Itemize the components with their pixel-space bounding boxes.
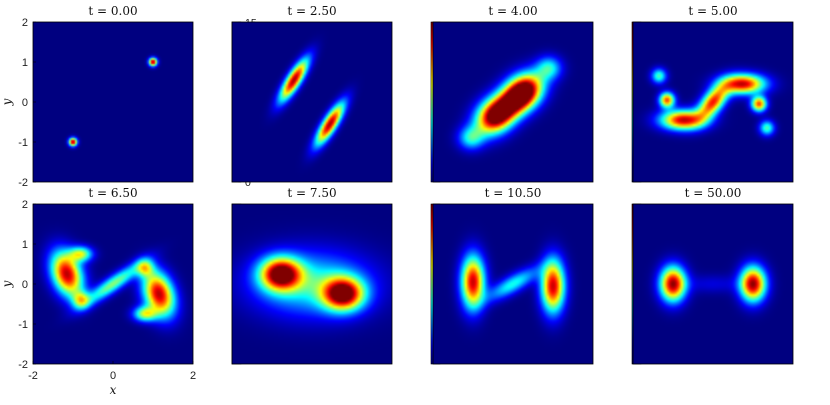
panel-title: t = 7.50 (287, 186, 336, 200)
axes-frame (432, 203, 594, 365)
heatmap-image (232, 22, 392, 182)
heatmap-image (433, 22, 593, 182)
heatmap-image (232, 204, 392, 364)
axes-frame (432, 21, 594, 183)
y-tick-label: 1 (22, 57, 28, 69)
panel-1: t = 0.00151050210-1-2y (0, 4, 257, 189)
panel-title: t = 0.00 (88, 4, 137, 18)
x-tick-label: -2 (28, 370, 38, 382)
panel-3: t = 4.000.70.60.50.40.30.20.1 (432, 4, 660, 183)
colorbar-tick-label: 0 (245, 177, 251, 189)
panel-4: t = 5.000.50.40.30.20.1 (632, 4, 794, 183)
panel-title: t = 10.50 (485, 186, 542, 200)
y-axis-label: y (0, 280, 14, 288)
axes-frame (632, 203, 794, 365)
y-tick-label: 1 (22, 239, 28, 251)
axes-frame (231, 21, 393, 183)
x-tick-label: 0 (110, 370, 116, 382)
axes-frame (632, 21, 794, 183)
panel-title: t = 5.00 (688, 4, 737, 18)
y-tick-label: 0 (22, 97, 28, 109)
panel-title: t = 6.50 (88, 186, 137, 200)
y-tick-label: 2 (22, 199, 28, 211)
panel-6: t = 7.500.50.40.30.20.1 (231, 186, 459, 365)
y-tick-label: -1 (18, 137, 28, 149)
heatmap-image (633, 204, 793, 364)
x-tick-label: 2 (190, 370, 196, 382)
heatmap-image (33, 204, 193, 364)
heatmap-image (633, 22, 793, 182)
axes-frame (231, 203, 393, 365)
heatmap-image (33, 22, 193, 182)
y-tick-label: 2 (22, 17, 28, 29)
panel-7: t = 10.500.50.40.30.20.1 (432, 186, 660, 365)
y-tick-label: -2 (18, 177, 28, 189)
x-axis-label: x (110, 383, 117, 397)
panel-title: t = 50.00 (685, 186, 742, 200)
y-tick-label: -1 (18, 319, 28, 331)
panel-title: t = 2.50 (287, 4, 336, 18)
y-axis-label: y (0, 98, 14, 106)
panel-title: t = 4.00 (488, 4, 537, 18)
y-tick-label: 0 (22, 279, 28, 291)
heatmap-image (433, 204, 593, 364)
panel-8: t = 50.000.70.60.50.40.30.20.1 (632, 186, 794, 365)
y-tick-label: -2 (18, 359, 28, 371)
